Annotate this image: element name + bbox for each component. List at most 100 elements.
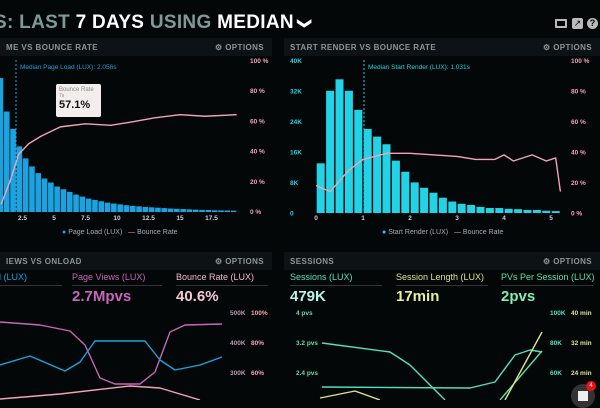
- x-tick-label: 4: [502, 215, 506, 222]
- bar: [117, 204, 123, 212]
- bar: [218, 210, 224, 212]
- y2-tick-label: 100 %: [571, 58, 590, 65]
- bar: [457, 203, 466, 213]
- y2-tick-label: 80K: [550, 340, 562, 347]
- y-tick-label: 32K: [290, 89, 302, 96]
- bar: [136, 206, 142, 212]
- bar: [230, 210, 237, 212]
- sessions-line: [321, 342, 446, 400]
- bar: [98, 201, 105, 212]
- help-icon[interactable]: ?: [587, 18, 598, 29]
- y-tick-label: 500K: [230, 310, 246, 317]
- bar: [523, 209, 532, 213]
- y3-tick-label: 32 min: [571, 340, 592, 347]
- legend: ● Page Load (LUX) — Bounce Rate: [62, 229, 178, 236]
- bar: [186, 209, 193, 212]
- panel-header-views: IEWS VS ONLOAD ⚙ OPTIONS: [0, 252, 272, 270]
- metric-value: 17min: [396, 288, 440, 305]
- bar: [199, 209, 205, 212]
- panel-header-render: START RENDER VS BOUNCE RATE ⚙ OPTIONS: [284, 38, 600, 56]
- bar: [123, 205, 130, 212]
- bar: [344, 90, 353, 213]
- y2-tick-label: 80 %: [571, 89, 586, 96]
- x-tick-label: 5: [549, 215, 553, 222]
- bar: [85, 198, 92, 212]
- bounce-rate-line: [0, 114, 237, 205]
- bar: [335, 79, 344, 213]
- x-tick-label: 2: [408, 215, 412, 222]
- options-button[interactable]: ⚙ OPTIONS: [542, 43, 592, 52]
- x-tick-label: 0: [314, 215, 318, 222]
- metric-label: Bounce Rate (LUX): [176, 272, 268, 286]
- chat-button[interactable]: 4: [571, 381, 596, 408]
- y-tick-label: 300K: [230, 370, 246, 377]
- y-tick-label: 400K: [230, 340, 246, 347]
- metric-value: 40.6%: [176, 288, 219, 305]
- bar: [363, 128, 372, 213]
- y2-tick-label: 60 %: [571, 119, 586, 126]
- x-tick-label: 15: [176, 215, 184, 222]
- bar: [142, 206, 149, 212]
- notification-badge: 4: [586, 381, 596, 391]
- bar: [174, 208, 180, 212]
- bar: [448, 201, 457, 213]
- x-tick-label: 7.5: [81, 215, 90, 222]
- median-label: Median Page Load (LUX): 2.056s: [20, 64, 117, 71]
- legend: ● Start Render (LUX) — Bounce Rate: [382, 229, 504, 236]
- bar: [35, 173, 42, 212]
- y-tick-label: 4 pvs: [296, 310, 313, 317]
- y2-tick-label: 80%: [251, 340, 264, 347]
- x-tick-label: 1: [361, 215, 365, 222]
- bar: [391, 160, 400, 213]
- bar: [326, 90, 335, 213]
- bounce-rate-line: [0, 385, 201, 400]
- y2-tick-label: 60%: [251, 370, 264, 377]
- y2-tick-label: 0 %: [250, 209, 261, 216]
- options-button[interactable]: ⚙ OPTIONS: [214, 43, 264, 52]
- y-tick-label: 2.4 pvs: [296, 370, 318, 377]
- median-label: Median Start Render (LUX): 1.031s: [368, 64, 470, 71]
- bar: [420, 187, 429, 213]
- bar: [401, 171, 410, 213]
- y-tick-label: 0: [290, 211, 294, 218]
- bar: [73, 194, 79, 212]
- y2-tick-label: 100%: [251, 310, 268, 317]
- page-title[interactable]: S: LAST 7 DAYS USING MEDIAN ❯: [0, 12, 314, 33]
- panel-header-load: ME VS BOUNCE RATE ⚙ OPTIONS: [0, 38, 272, 56]
- bar: [54, 186, 60, 212]
- options-button[interactable]: ⚙ OPTIONS: [214, 257, 264, 266]
- y3-tick-label: 24 min: [571, 370, 592, 377]
- bar: [551, 211, 560, 213]
- monitor-icon[interactable]: [555, 19, 567, 28]
- bar: [192, 209, 199, 212]
- metric-label: Session Length (LUX): [396, 272, 488, 286]
- bounce-rate-line: [315, 152, 562, 193]
- y-tick-label: 24K: [290, 119, 302, 126]
- pvs-line: [499, 350, 543, 400]
- bar: [180, 209, 186, 212]
- bar: [66, 191, 73, 212]
- bar: [3, 111, 10, 212]
- metric-value: 2pvs: [501, 288, 536, 305]
- bar: [382, 144, 391, 213]
- session-length-line-2: [319, 390, 381, 400]
- bar: [167, 208, 174, 212]
- metric-label: PVs Per Session (LUX): [501, 272, 595, 286]
- y2-tick-label: 40 %: [571, 150, 586, 157]
- share-icon[interactable]: ↗: [572, 18, 583, 29]
- bar: [476, 206, 485, 213]
- y-tick-label: 40K: [290, 58, 302, 65]
- bar: [48, 182, 54, 212]
- y2-tick-label: 60 %: [250, 118, 265, 125]
- bar: [41, 178, 48, 212]
- y-tick-label: 8K: [290, 180, 299, 187]
- x-tick-label: 3: [455, 215, 459, 222]
- session-length-line: [504, 331, 543, 400]
- bar: [104, 202, 111, 212]
- bar: [495, 208, 504, 213]
- y2-tick-label: 40 %: [250, 149, 265, 156]
- options-button[interactable]: ⚙ OPTIONS: [542, 257, 592, 266]
- bar: [92, 199, 98, 212]
- bar: [532, 209, 541, 213]
- x-tick-label: 17.5: [205, 215, 218, 222]
